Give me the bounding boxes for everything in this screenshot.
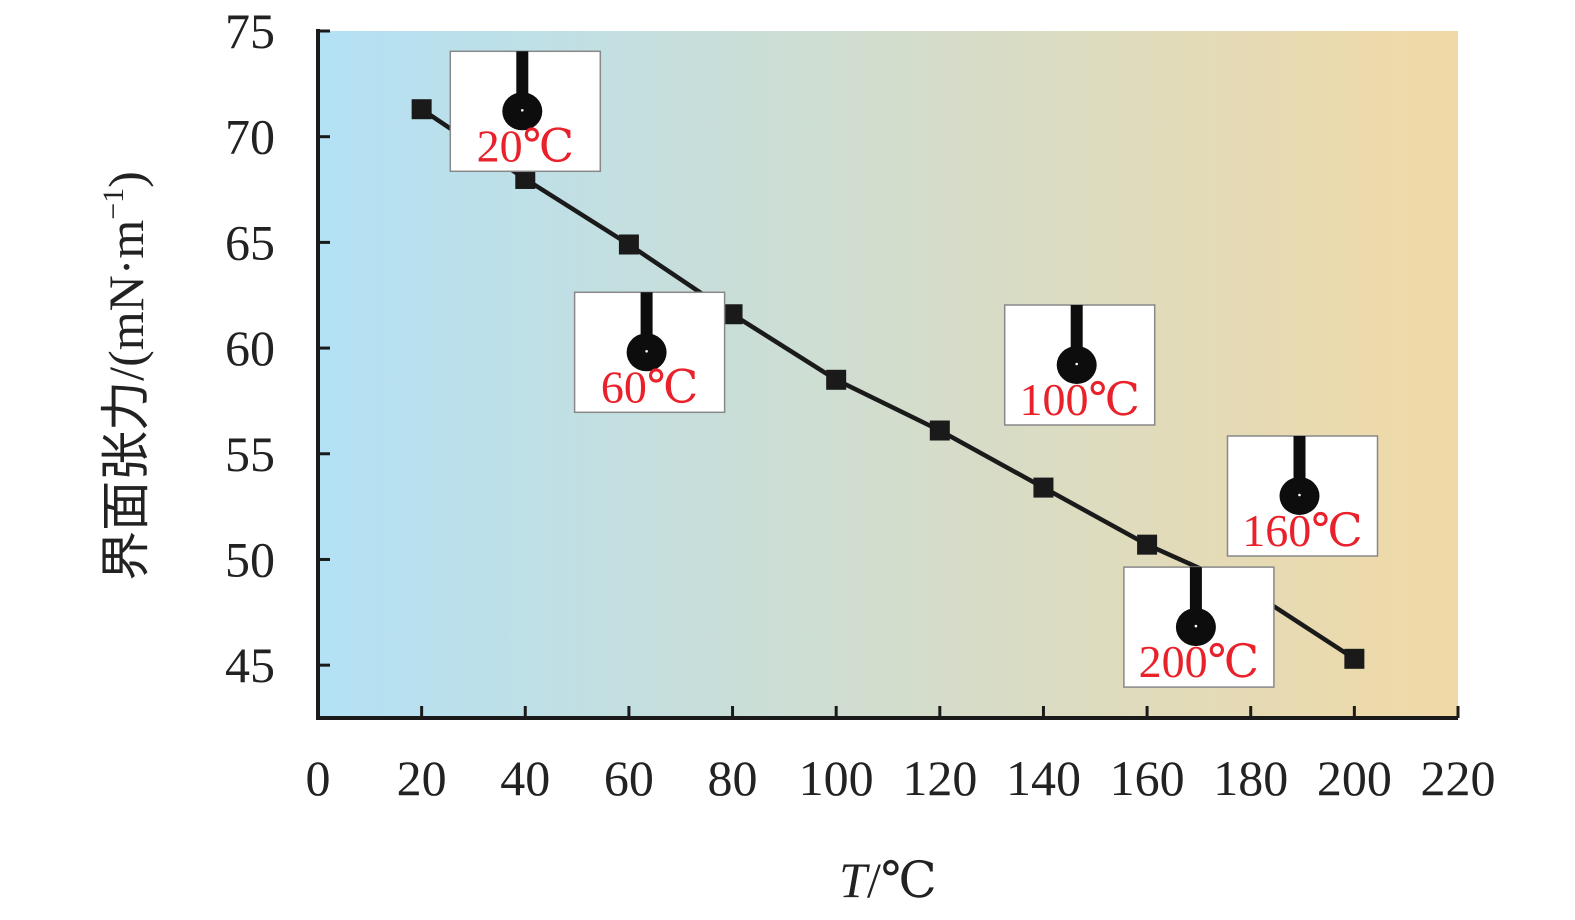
y-axis-title: 界面张力/(mN·m−1) — [97, 171, 154, 581]
droplet-insets: 20℃ 60℃ 100℃ 160℃ 200℃ — [449, 50, 1379, 688]
data-point-marker — [1344, 648, 1365, 669]
x-tick-label: 120 — [902, 750, 977, 806]
x-tick-label: 200 — [1317, 750, 1392, 806]
x-tick-label: 220 — [1421, 750, 1496, 806]
y-axis-title-close: ) — [98, 171, 154, 188]
x-axis-title: T/℃ — [839, 852, 937, 908]
y-tick-label: 75 — [225, 3, 275, 59]
droplet-inset: 100℃ — [1003, 304, 1156, 426]
y-tick-label: 65 — [225, 214, 275, 270]
y-tick-labels: 45 50 55 60 65 70 75 — [225, 3, 275, 693]
droplet-inset: 60℃ — [573, 291, 726, 414]
x-tick-label: 140 — [1006, 750, 1081, 806]
x-tick-label: 180 — [1213, 750, 1288, 806]
inset-temperature-label: 160℃ — [1242, 505, 1362, 556]
y-tick-label: 60 — [225, 320, 275, 376]
data-point-marker — [618, 234, 639, 255]
y-axis-title-sup: −1 — [97, 188, 130, 220]
y-tick-label: 45 — [225, 637, 275, 693]
droplet-highlight — [521, 109, 524, 112]
needle-shape — [1068, 305, 1085, 355]
x-tick-label: 20 — [397, 750, 447, 806]
inset-temperature-label: 60℃ — [601, 361, 698, 412]
data-point-marker — [929, 420, 950, 441]
x-axis-title-var: T — [839, 852, 870, 908]
data-point-marker — [515, 168, 536, 189]
y-axis-title-text: 界面张力/(mN·m — [98, 220, 154, 581]
droplet-inset: 160℃ — [1226, 435, 1379, 557]
needle-shape — [514, 51, 531, 102]
data-point-marker — [826, 369, 847, 390]
needle-shape — [1291, 436, 1308, 486]
x-tick-label: 160 — [1110, 750, 1185, 806]
x-tick-label: 0 — [306, 750, 331, 806]
data-point-marker — [1137, 534, 1158, 555]
x-tick-labels: 0 20 40 60 80 100 120 140 160 180 200 220 — [306, 750, 1496, 806]
needle-shape — [1187, 567, 1204, 618]
inset-temperature-label: 100℃ — [1019, 374, 1139, 425]
y-tick-label: 70 — [225, 109, 275, 165]
x-tick-label: 100 — [799, 750, 874, 806]
droplet-inset: 20℃ — [449, 50, 602, 173]
data-point-marker — [722, 304, 743, 325]
x-tick-label: 60 — [604, 750, 654, 806]
data-point-marker — [411, 99, 432, 120]
droplet-highlight — [1194, 624, 1198, 628]
needle-shape — [638, 292, 655, 343]
droplet-inset: 200℃ — [1123, 566, 1275, 688]
droplet-highlight — [1298, 493, 1301, 497]
y-tick-label: 50 — [225, 531, 275, 587]
droplet-highlight — [645, 350, 648, 353]
x-tick-label: 40 — [500, 750, 550, 806]
droplet-highlight — [1075, 362, 1078, 366]
inset-temperature-label: 20℃ — [477, 120, 574, 171]
data-point-marker — [1033, 477, 1054, 498]
x-tick-label: 80 — [708, 750, 758, 806]
inset-temperature-label: 200℃ — [1139, 636, 1259, 687]
x-axis-title-unit: /℃ — [867, 852, 937, 908]
y-tick-label: 55 — [225, 426, 275, 482]
